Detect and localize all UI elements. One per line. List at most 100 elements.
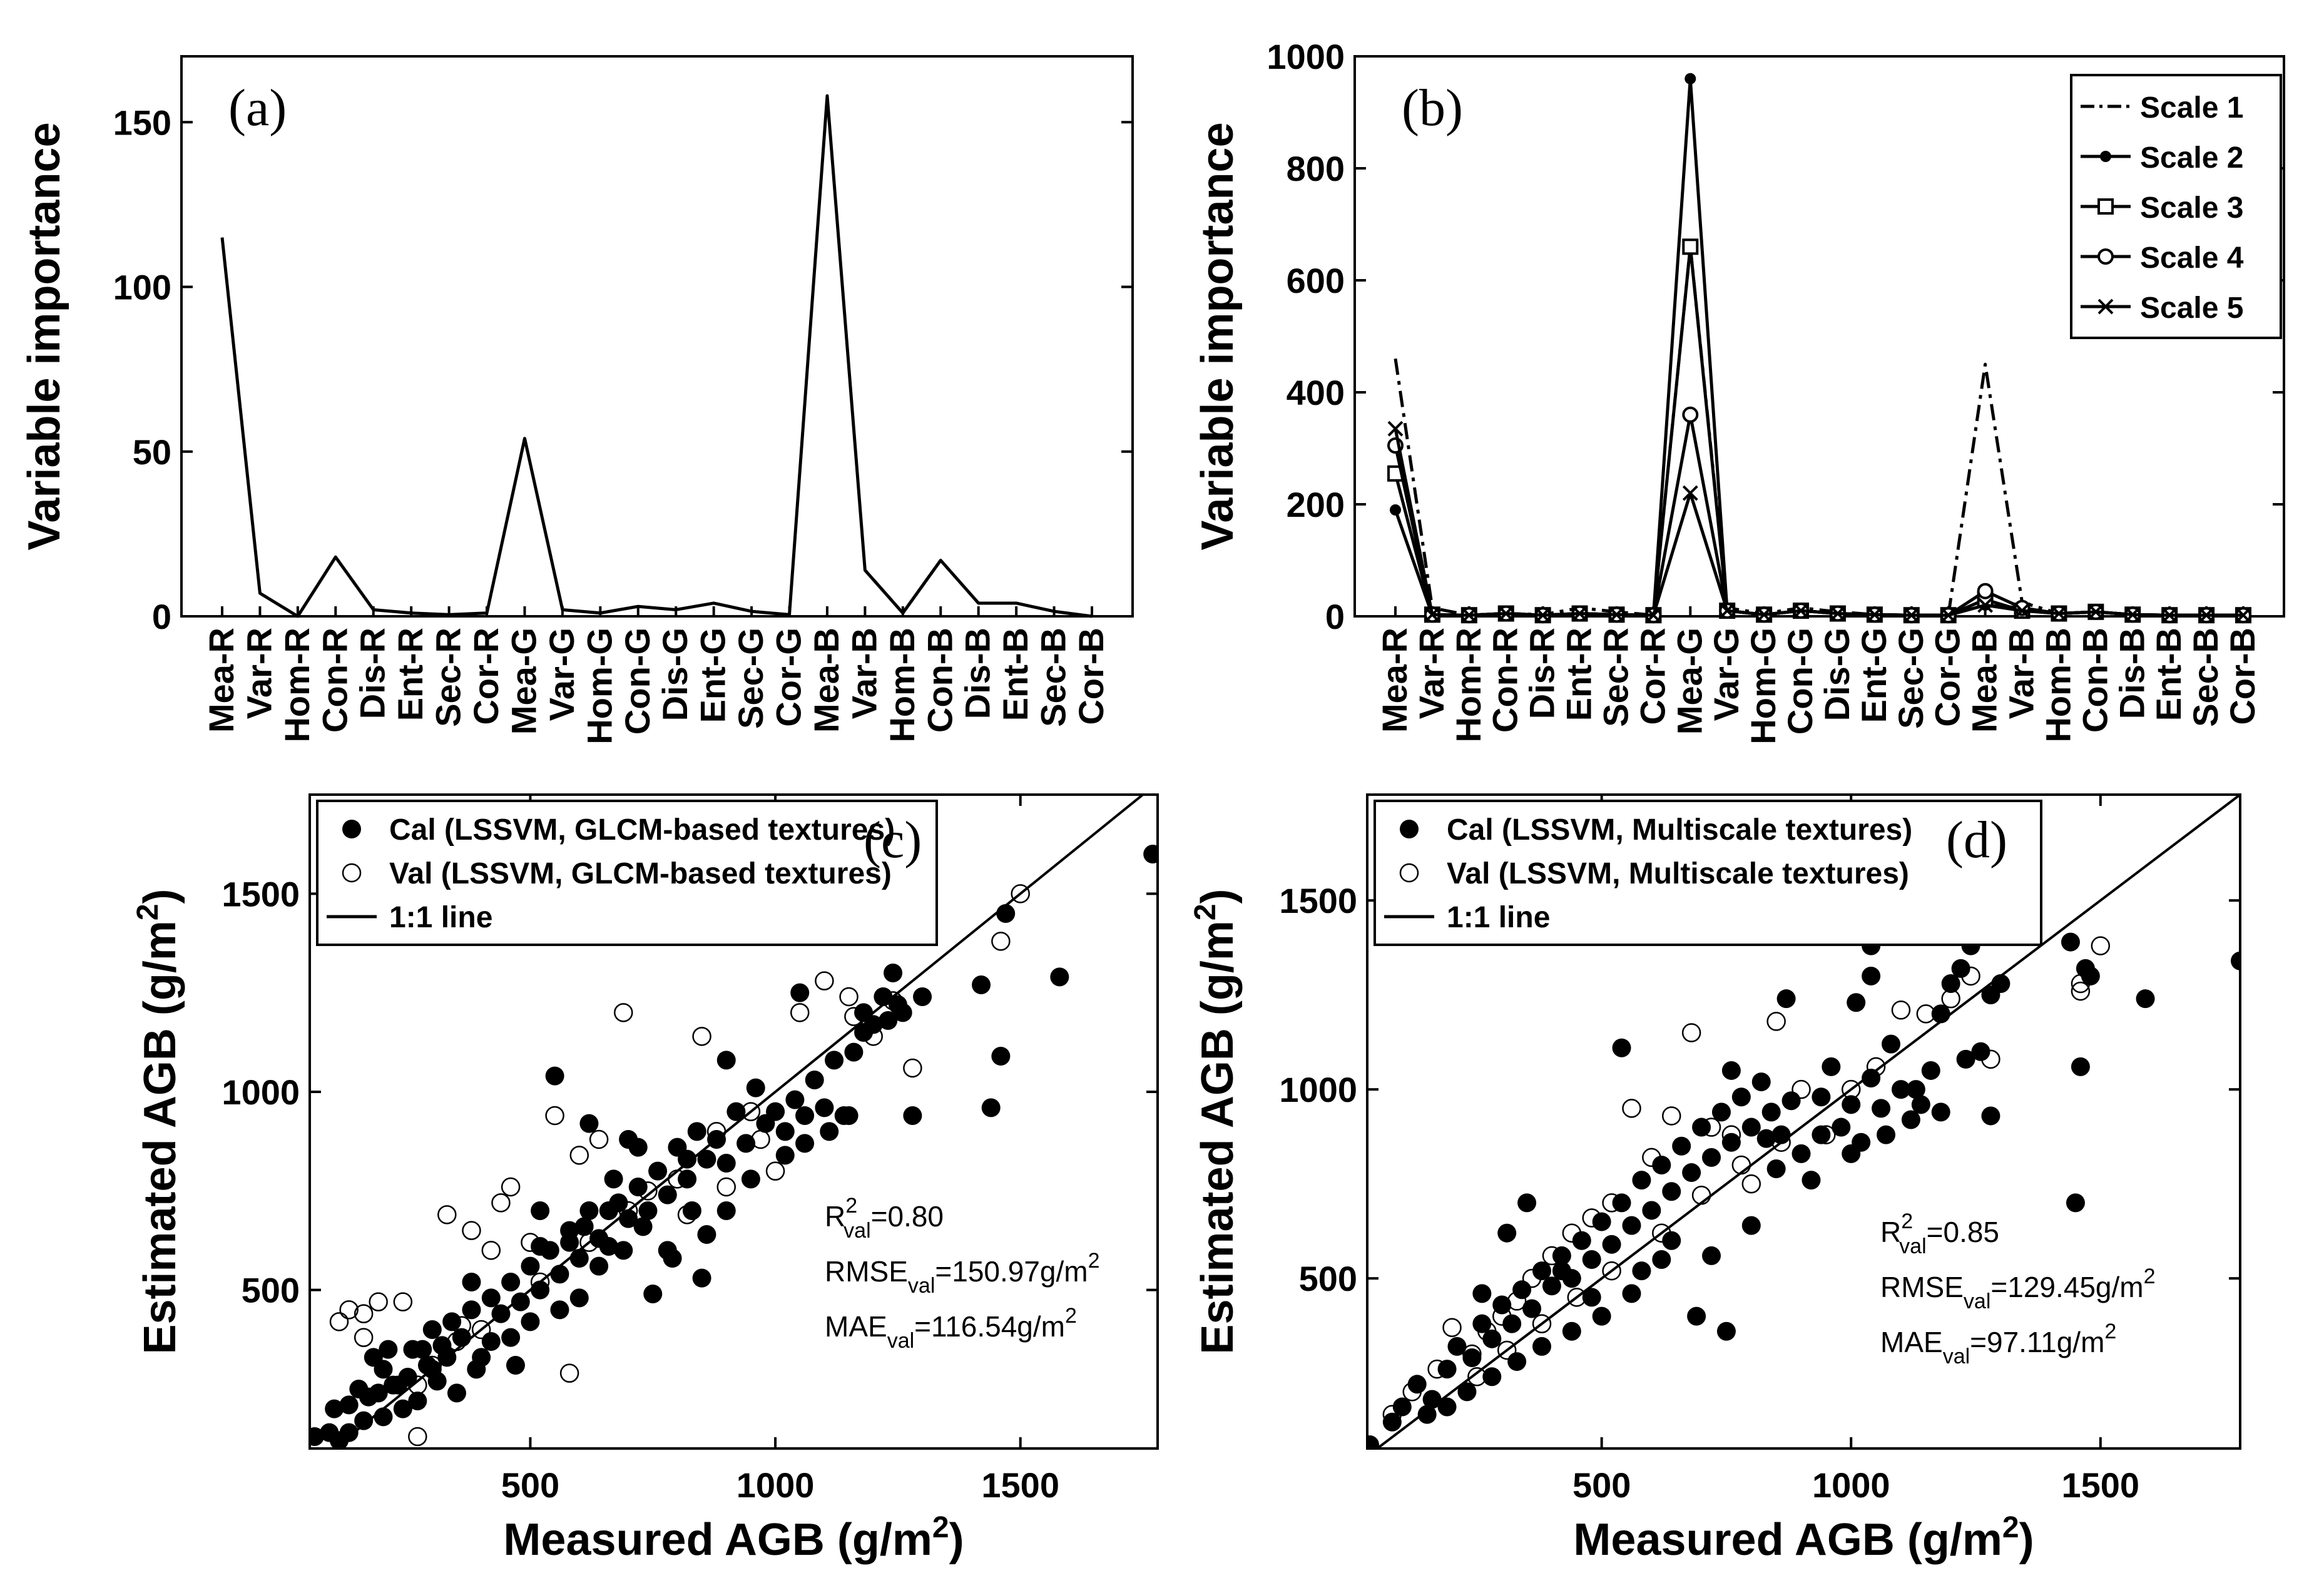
cal-point: [408, 1392, 427, 1410]
data-point: [1977, 583, 1994, 599]
data-point: [1682, 406, 1699, 423]
cal-point: [339, 1423, 359, 1442]
cal-point: [1572, 1231, 1591, 1250]
cal-point: [1582, 1288, 1601, 1307]
val-point: [471, 1320, 491, 1340]
cal-point: [785, 1090, 805, 1109]
stat-text: RMSEval=129.45g/m2: [1880, 1265, 2156, 1313]
legend-label: 1:1 line: [389, 901, 492, 934]
val-point: [1011, 884, 1030, 904]
val-point: [481, 1241, 501, 1260]
cal-point: [481, 1332, 501, 1351]
x-axis-label-main: Measured AGB (g/m: [503, 1515, 932, 1565]
cal-point: [839, 1106, 859, 1125]
x-tick-label: Var-B: [2002, 628, 2041, 719]
x-tick-label: Var-G: [1706, 628, 1746, 721]
stat-unit-sup: 2: [1065, 1304, 1077, 1328]
y-axis-label-end: ): [135, 888, 185, 904]
cal-point: [339, 1395, 359, 1415]
cal-point: [1522, 1299, 1542, 1318]
val-point: [329, 1312, 349, 1331]
cal-point: [1981, 985, 2000, 1005]
x-tick-label: Con-G: [618, 628, 657, 735]
cal-point: [1672, 1136, 1691, 1156]
cal-point: [1662, 1182, 1681, 1201]
val-point: [339, 1300, 359, 1320]
x-tick-label: Mea-R: [1375, 628, 1414, 733]
cal-point: [874, 987, 893, 1006]
legend-marker: [342, 863, 362, 883]
y-axis-label: Estimated AGB (g/m2): [131, 888, 185, 1354]
plot-area: [310, 795, 1158, 1448]
val-point: [589, 1129, 609, 1149]
x-tick-label: Ent-R: [390, 628, 430, 721]
stat-sub: val: [908, 1274, 935, 1298]
cal-point: [1882, 1034, 1900, 1054]
x-tick-label: Cor-R: [466, 628, 506, 725]
cal-point: [1437, 1397, 1457, 1417]
stat-text: R2 val=0.80: [825, 1194, 944, 1243]
val-point: [437, 1205, 457, 1224]
stat-name: R: [825, 1200, 845, 1233]
cal-point: [775, 1146, 795, 1165]
cal-point: [746, 1078, 765, 1097]
x-tick-label: Cor-R: [1633, 628, 1672, 725]
panel-label: (d): [1946, 811, 2007, 869]
cal-point: [1592, 1212, 1611, 1231]
y-axis-label: Variable importance: [1193, 122, 1243, 550]
cal-point: [1771, 1125, 1791, 1144]
cal-point: [1716, 1321, 1736, 1341]
y-tick-label: 0: [152, 597, 171, 636]
legend-marker: [342, 820, 361, 838]
cal-point: [716, 1154, 736, 1173]
x-tick-label: Ent-R: [1559, 628, 1599, 721]
legend-box: [1374, 800, 2042, 946]
x-tick-label: Var-R: [239, 628, 278, 719]
cal-point: [678, 1149, 697, 1169]
data-point: [1940, 607, 1957, 623]
y-tick-label: 150: [113, 103, 171, 142]
plot-frame: [308, 793, 1159, 1450]
stat-name: RMSE: [825, 1255, 908, 1288]
cal-point: [628, 1178, 648, 1196]
cal-point: [462, 1300, 481, 1320]
val-point: [692, 1027, 711, 1046]
val-point: [765, 1161, 785, 1181]
data-point: [2051, 606, 2067, 621]
cal-point: [437, 1348, 457, 1367]
cal-point: [1832, 1117, 1851, 1137]
cal-point: [1422, 1390, 1442, 1409]
stat-name: MAE: [1880, 1326, 1943, 1358]
cal-point: [1602, 1234, 1621, 1254]
cal-point: [369, 1383, 388, 1403]
cal-point: [589, 1256, 609, 1276]
x-tick-label: Hom-B: [882, 628, 922, 743]
val-point: [462, 1221, 481, 1240]
cal-point: [1862, 1069, 1881, 1088]
val-point: [1602, 1261, 1621, 1281]
stat-unit-sup: 2: [2104, 1320, 2116, 1343]
x-tick-label: Con-B: [920, 628, 959, 733]
cal-point: [1612, 1193, 1631, 1213]
val-point: [1731, 1155, 1751, 1175]
cal-point: [1766, 1159, 1786, 1179]
cal-point: [569, 1249, 589, 1268]
cal-point: [775, 1122, 795, 1141]
cal-point: [1457, 1382, 1477, 1402]
cal-point: [2081, 966, 2100, 985]
cal-point: [1417, 1405, 1437, 1424]
cal-point: [501, 1328, 521, 1347]
cal-point: [1901, 1110, 1920, 1129]
data-point: [1684, 73, 1696, 84]
cal-point: [1392, 1397, 1412, 1417]
data-point: [1498, 606, 1514, 621]
plot-frame: [180, 55, 1134, 618]
val-point: [1532, 1314, 1552, 1333]
y-tick-label: 1000: [1279, 1070, 1357, 1109]
cal-point: [1642, 1201, 1661, 1220]
y-tick-label: 500: [242, 1271, 300, 1310]
cal-point: [1802, 1171, 1821, 1190]
cal-point: [569, 1288, 589, 1308]
stat-text: RMSEval=150.97g/m2: [825, 1249, 1100, 1298]
